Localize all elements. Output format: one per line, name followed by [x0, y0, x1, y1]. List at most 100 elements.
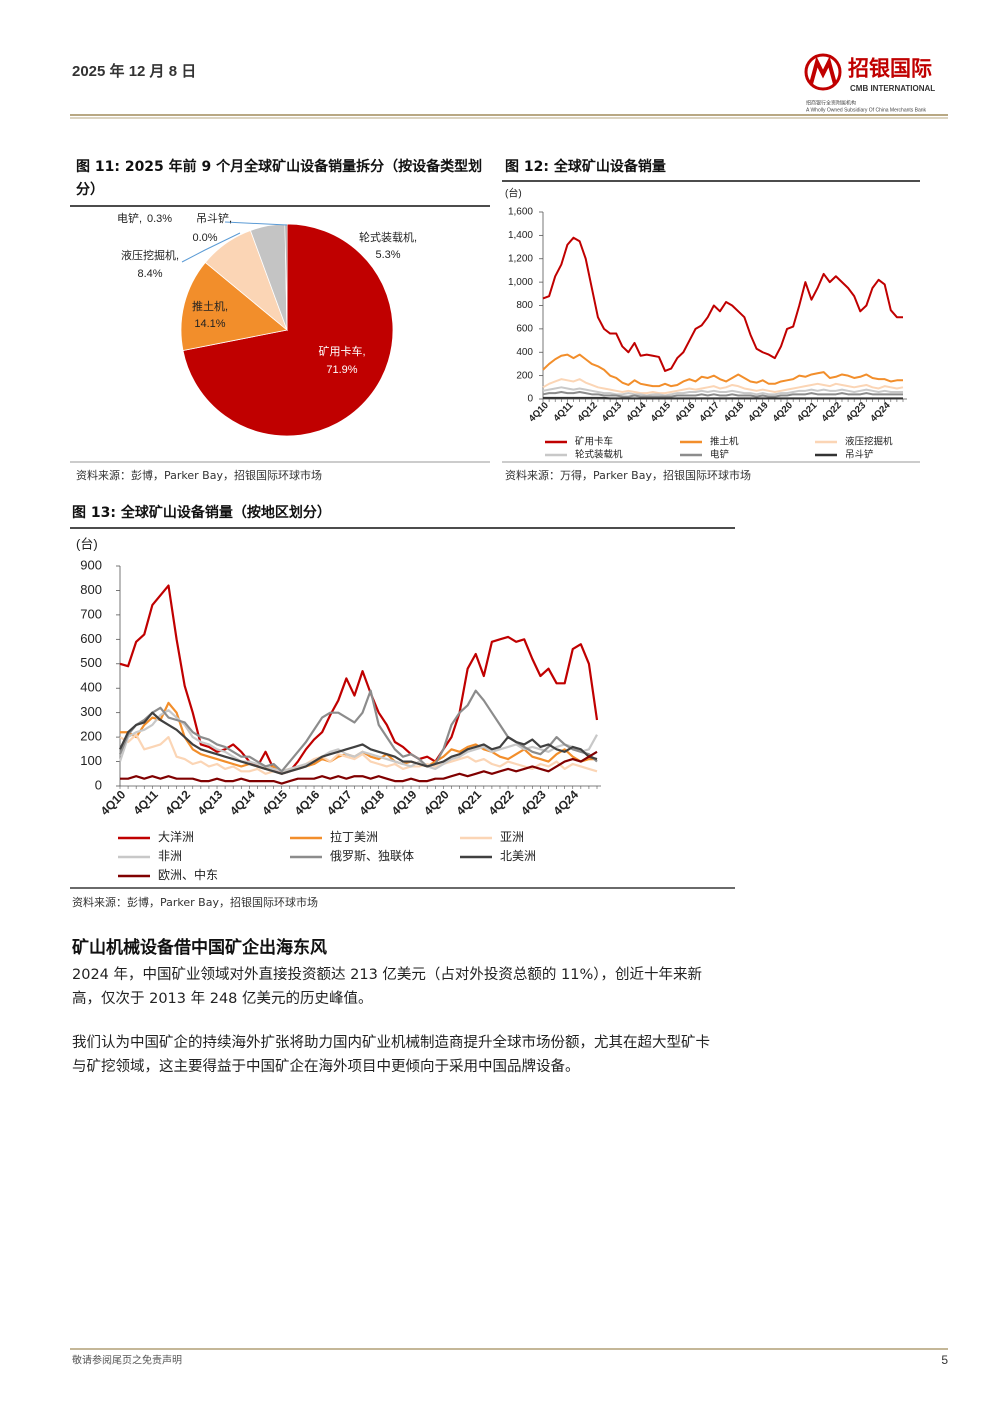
y-tick-label: 300 [80, 704, 102, 719]
y-tick-label: 400 [80, 680, 102, 695]
x-tick-label: 4Q16 [673, 400, 697, 424]
x-tick-label: 4Q13 [600, 400, 624, 424]
series-line [119, 584, 599, 775]
x-tick-label: 4Q10 [98, 787, 129, 818]
series-line [542, 353, 903, 388]
figure-title: 图 12: 全球矿山设备销量 [505, 159, 666, 175]
section-heading: 矿山机械设备借中国矿企出海东风 [72, 938, 327, 958]
x-tick-label: 4Q24 [868, 400, 893, 425]
legend-label: 亚洲 [500, 830, 524, 844]
y-tick-label: 400 [516, 347, 533, 358]
paragraph: 我们认为中国矿企的持续海外扩张将助力国内矿业机械制造商提升全球市场份额，尤其在超… [72, 1035, 710, 1075]
footer-disclaimer: 敬请参阅尾页之免责声明 [72, 1354, 182, 1367]
x-tick-label: 4Q12 [162, 787, 193, 818]
logo-tagline: 招商银行全资附属机构 [806, 99, 856, 106]
x-tick-label: 4Q18 [722, 400, 746, 424]
pie-category-label: 液压挖掘机, [121, 248, 179, 262]
x-tick-label: 4Q20 [421, 787, 452, 818]
legend-label: 推土机 [710, 436, 739, 448]
y-tick-label: 700 [80, 606, 102, 621]
series-line [118, 689, 598, 773]
y-axis-unit: (台) [505, 187, 522, 200]
pie-value-label: 14.1% [194, 318, 225, 330]
y-tick-label: 500 [80, 655, 102, 670]
pie-value-label: 71.9% [326, 364, 357, 376]
x-tick-label: 4Q14 [227, 787, 258, 818]
report-date: 2025 年 12 月 8 日 [72, 62, 196, 80]
pie-category-label: 轮式装载机, [359, 230, 417, 244]
legend-label: 大洋洲 [158, 829, 194, 844]
y-tick-label: 200 [516, 370, 533, 381]
legend-label: 吊斗铲 [845, 449, 874, 461]
pie-category-label: 电铲, [117, 211, 142, 225]
x-tick-label: 4Q17 [324, 787, 355, 818]
x-tick-label: 4Q17 [698, 400, 722, 424]
legend-label: 欧洲、中东 [158, 867, 218, 882]
logo-english: CMB INTERNATIONAL [850, 84, 935, 93]
y-tick-label: 600 [80, 631, 102, 646]
x-tick-label: 4Q14 [624, 400, 649, 425]
pie-slice [182, 223, 394, 437]
y-tick-label: 1,000 [508, 277, 533, 288]
legend-label: 轮式装载机 [575, 449, 623, 461]
logo-name: 招银国际 [848, 58, 932, 81]
x-tick-label: 4Q22 [820, 400, 844, 424]
legend-label: 液压挖掘机 [845, 436, 893, 448]
x-tick-label: 4Q21 [453, 787, 484, 818]
y-tick-label: 0 [527, 394, 533, 405]
series-line [542, 390, 903, 398]
x-tick-label: 4Q19 [746, 400, 770, 424]
pie-slice [180, 261, 288, 351]
series-line [542, 386, 903, 397]
x-tick-label: 4Q15 [259, 787, 290, 818]
pie-category-label: 吊斗铲, [196, 211, 232, 225]
y-tick-label: 800 [80, 582, 102, 597]
series-line [542, 378, 904, 395]
figure-source: 资料来源：彭博，Parker Bay，招银国际环球市场 [76, 469, 322, 482]
series-line [120, 750, 598, 785]
pie-value-label: 0.0% [192, 232, 217, 244]
pie-value-label: 0.3% [147, 213, 172, 225]
y-tick-label: 1,600 [508, 207, 533, 218]
x-tick-label: 4Q11 [551, 400, 575, 424]
y-tick-label: 1,400 [508, 230, 533, 241]
leader-line [224, 221, 288, 226]
legend-label: 电铲 [710, 449, 730, 461]
x-tick-label: 4Q16 [292, 787, 323, 818]
figure-source: 资料来源：万得，Parker Bay，招银国际环球市场 [505, 469, 751, 482]
series-line [543, 396, 903, 400]
leader-line [181, 232, 241, 263]
figure-title: 图 13: 全球矿山设备销量（按地区划分） [72, 505, 331, 521]
pie-slice [284, 223, 288, 331]
legend-label: 矿用卡车 [575, 436, 613, 448]
pie-category-label: 矿用卡车, [318, 344, 365, 358]
x-tick-label: 4Q21 [795, 400, 820, 425]
logo-tagline: A Wholly Owned Subsidiary Of China Merch… [806, 107, 927, 113]
y-tick-label: 100 [80, 753, 102, 768]
x-tick-label: 4Q11 [131, 787, 161, 817]
x-tick-label: 4Q13 [195, 787, 226, 818]
paragraph: 2024 年，中国矿业领域对外直接投资额达 213 亿美元（占对外投资总额的 1… [72, 967, 702, 1007]
x-tick-label: 4Q23 [844, 400, 868, 424]
x-tick-label: 4Q22 [486, 787, 517, 818]
y-tick-label: 1,200 [508, 253, 533, 264]
y-axis-unit: (台) [76, 536, 98, 551]
legend-label: 北美洲 [500, 849, 536, 863]
x-tick-label: 4Q20 [771, 400, 795, 424]
y-tick-label: 800 [516, 300, 533, 311]
y-tick-label: 900 [80, 557, 102, 572]
x-tick-label: 4Q12 [575, 400, 599, 424]
y-tick-label: 600 [516, 324, 533, 335]
page-number: 5 [941, 1353, 948, 1367]
figure-title: 图 11: 2025 年前 9 个月全球矿山设备销量拆分（按设备类型划分） [76, 159, 483, 198]
x-tick-label: 4Q19 [389, 787, 420, 818]
pie-category-label: 推土机, [192, 299, 228, 313]
logo-icon [804, 53, 842, 91]
x-tick-label: 4Q24 [550, 787, 581, 818]
x-tick-label: 4Q15 [649, 400, 674, 425]
legend-label: 俄罗斯、独联体 [330, 849, 414, 863]
y-tick-label: 200 [80, 729, 102, 744]
x-tick-label: 4Q23 [518, 787, 549, 818]
